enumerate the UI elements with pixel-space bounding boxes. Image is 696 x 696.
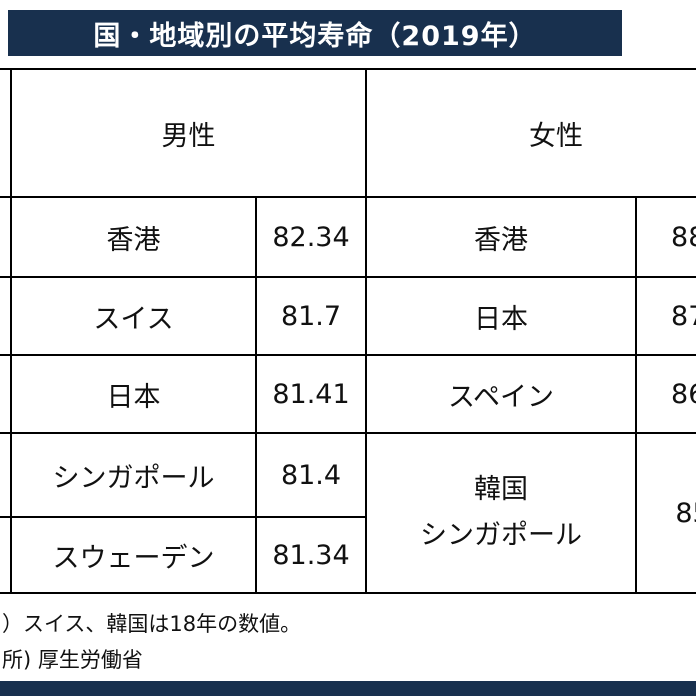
value-cell-merged: 85 [635, 432, 696, 594]
table-row: 香港 82.34 香港 88. [0, 196, 696, 278]
table-row: 日本 81.41 スペイン 86. [0, 354, 696, 434]
country-cell: スウェーデン [10, 516, 257, 594]
page-title: 国・地域別の平均寿命（2019年） [93, 20, 537, 52]
male-header-cell: 男性 [10, 68, 367, 198]
female-header-cell: 女性 [365, 68, 696, 198]
table-row: シンガポール 81.4 韓国 シンガポール 85 [0, 432, 696, 594]
footnote-source: 所) 厚生労働省 [2, 648, 143, 672]
life-expectancy-table: 男性 女性 香港 82.34 香港 88. スイス 81.7 日本 87. 日本… [0, 68, 696, 594]
country-cell: 香港 [10, 196, 257, 278]
country-cell: 日本 [10, 354, 257, 434]
value-cell: 81.41 [255, 354, 367, 434]
value-cell: 87. [635, 276, 696, 356]
table-row: スイス 81.7 日本 87. [0, 276, 696, 356]
merged-country-line1: 韓国 [474, 474, 528, 505]
country-cell: 日本 [365, 276, 637, 356]
rank-cell [0, 432, 12, 518]
bottom-accent-bar [0, 681, 696, 696]
table-row: スウェーデン 81.34 [0, 516, 696, 594]
value-cell: 82.34 [255, 196, 367, 278]
country-cell: シンガポール [10, 432, 257, 518]
country-cell-merged: 韓国 シンガポール [365, 432, 637, 594]
rank-cell [0, 516, 12, 594]
footnote-source-note: ）スイス、韓国は18年の数値。 [2, 612, 302, 636]
rank-column-header [0, 68, 12, 198]
rank-cell [0, 196, 12, 278]
value-cell: 81.34 [255, 516, 367, 594]
value-cell: 88. [635, 196, 696, 278]
rank-cell [0, 354, 12, 434]
country-cell: スイス [10, 276, 257, 356]
table-header-row: 男性 女性 [0, 68, 696, 198]
merged-country-line2: シンガポール [420, 520, 582, 551]
value-cell: 81.7 [255, 276, 367, 356]
value-cell: 86. [635, 354, 696, 434]
title-banner: 国・地域別の平均寿命（2019年） [8, 10, 622, 56]
country-cell: 香港 [365, 196, 637, 278]
value-cell: 81.4 [255, 432, 367, 518]
country-cell: スペイン [365, 354, 637, 434]
rank-cell [0, 276, 12, 356]
